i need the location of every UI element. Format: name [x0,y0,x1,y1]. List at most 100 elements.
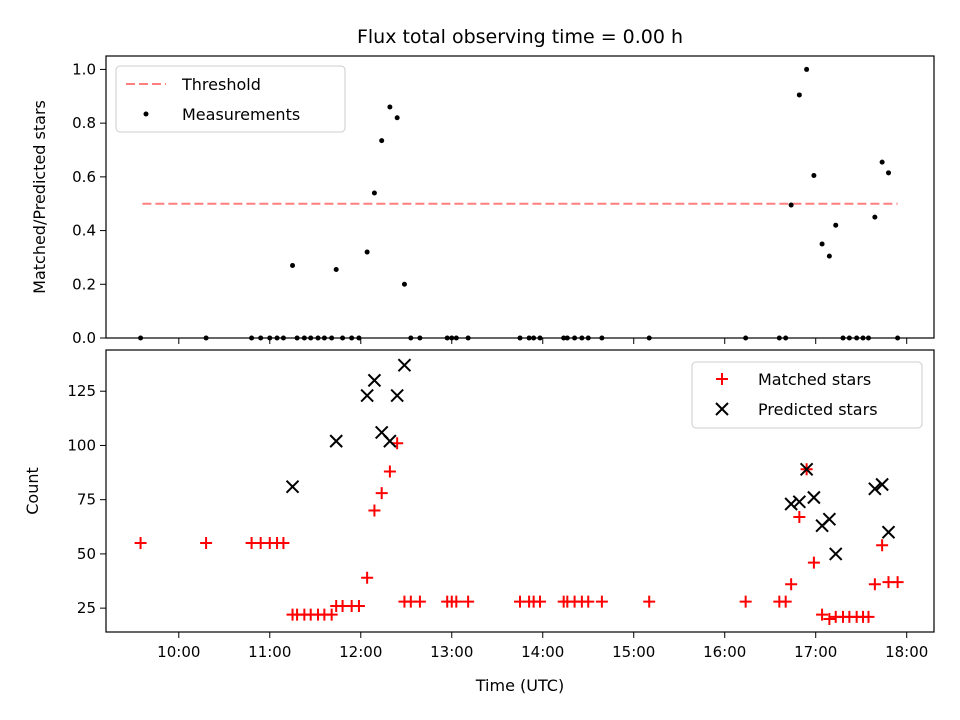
matched-star-point [383,465,396,478]
matched-star-point [277,537,290,550]
bottom-y-axis-label: Count [23,467,42,515]
matched-star-point [868,578,881,591]
measurement-point [796,92,802,98]
predicted-star-point [390,388,404,403]
legend-measurements-swatch [143,111,149,117]
legend-predicted-swatch [715,402,729,416]
matched-star-point [739,595,752,608]
matched-star-point [413,595,426,608]
bottom-y-tick-label: 100 [67,436,96,454]
top-y-tick-label: 0.0 [72,329,96,347]
measurement-point [879,159,885,165]
predicted-star-point [360,388,374,403]
x-tick-label: 18:00 [885,643,928,661]
bottom-legend-box [691,361,923,429]
matched-star-point [823,612,836,625]
x-tick-label: 10:00 [157,643,200,661]
top-y-axis-label: Matched/Predicted stars [30,100,49,294]
matched-star-point [582,595,595,608]
measurement-point [872,214,878,220]
matched-star-point [375,487,388,500]
bottom-y-tick-label: 50 [77,545,96,563]
predicted-star-point [397,358,412,372]
matched-star-point [450,595,463,608]
predicted-star-point [807,490,821,505]
predicted-star-point [285,479,300,494]
matched-star-point [534,595,547,608]
x-tick-label: 17:00 [794,643,837,661]
x-tick-label: 12:00 [339,643,382,661]
legend-matched-swatch [716,373,728,385]
matched-star-point [862,610,875,623]
predicted-star-point [868,482,882,496]
legend-predicted-label: Predicted stars [758,400,878,419]
matched-star-point [352,599,365,612]
x-tick-label: 16:00 [703,643,746,661]
matched-star-point [891,576,904,589]
matched-star-point [325,608,338,621]
measurement-point [379,138,385,144]
top-y-tick-label: 0.8 [72,114,96,132]
matched-star-point [876,539,889,552]
bottom-panel: 10:00 11:00 12:00 13:00 14:00 15:00 16:00 17:00… [23,349,935,695]
x-tick-label: 13:00 [430,643,473,661]
predicted-star-point [329,434,343,448]
bottom-y-tick-label: 25 [77,599,96,617]
measurement-point [788,202,794,208]
legend-threshold-label: Threshold [181,75,261,94]
measurement-point [290,262,296,268]
legend-measurements-label: Measurements [182,105,300,124]
predicted-star-point [829,547,843,561]
measurement-point [819,241,825,247]
predicted-star-point [383,434,397,448]
matched-star-point [779,595,792,608]
matched-star-point [134,537,147,550]
top-panel: 0.0 0.2 0.4 0.6 0.8 1.0 Matched/Predicted sta… [30,55,935,347]
matched-star-point [643,595,656,608]
top-y-tick-label: 0.6 [72,168,96,186]
matched-star-point [462,595,475,608]
measurement-point [333,267,339,273]
top-axis-ticks: 0.0 0.2 0.4 0.6 0.8 1.0 [72,60,908,347]
matched-star-point [785,578,798,591]
measurement-point [804,66,810,72]
bottom-axis-ticks: 10:00 11:00 12:00 13:00 14:00 15:00 16:00 17:00… [67,382,928,661]
measurement-point [387,104,393,110]
measurement-point [826,253,832,259]
bottom-axes-frame [105,349,935,633]
top-y-tick-label: 1.0 [72,60,96,78]
top-legend-box [115,65,346,133]
matched-star-point [361,571,374,584]
matched-star-point [793,511,806,524]
predicted-star-point [799,462,814,477]
measurement-point [371,190,377,196]
bottom-legend: Matched stars Predicted stars [691,361,923,429]
matched-star-point [816,608,829,621]
x-tick-label: 11:00 [248,643,291,661]
x-axis-label: Time (UTC) [475,676,564,695]
predicted-star-point [822,512,837,526]
top-y-tick-label: 0.2 [72,275,96,293]
matched-star-point [368,504,381,517]
measurement-point [364,249,370,255]
measurement-point [394,115,400,121]
matched-star-point [807,556,820,569]
predicted-star-point [881,525,896,539]
matched-star-point [595,595,608,608]
predicted-star-point [784,497,798,511]
predicted-star-point [792,495,807,509]
measurement-point [401,281,407,287]
predicted-star-point [367,373,382,388]
top-axes-frame [105,55,935,339]
top-legend: Threshold Measurements [115,65,346,133]
bottom-y-tick-label: 125 [67,382,96,400]
matched-star-point [200,537,213,550]
legend-matched-label: Matched stars [758,370,871,389]
predicted-star-point [875,477,889,492]
measurement-point [886,170,892,176]
measurement-point [833,222,839,228]
x-tick-label: 14:00 [521,643,564,661]
chart-title: Flux total observing time = 0.00 h [357,26,683,48]
x-tick-label: 15:00 [612,643,655,661]
